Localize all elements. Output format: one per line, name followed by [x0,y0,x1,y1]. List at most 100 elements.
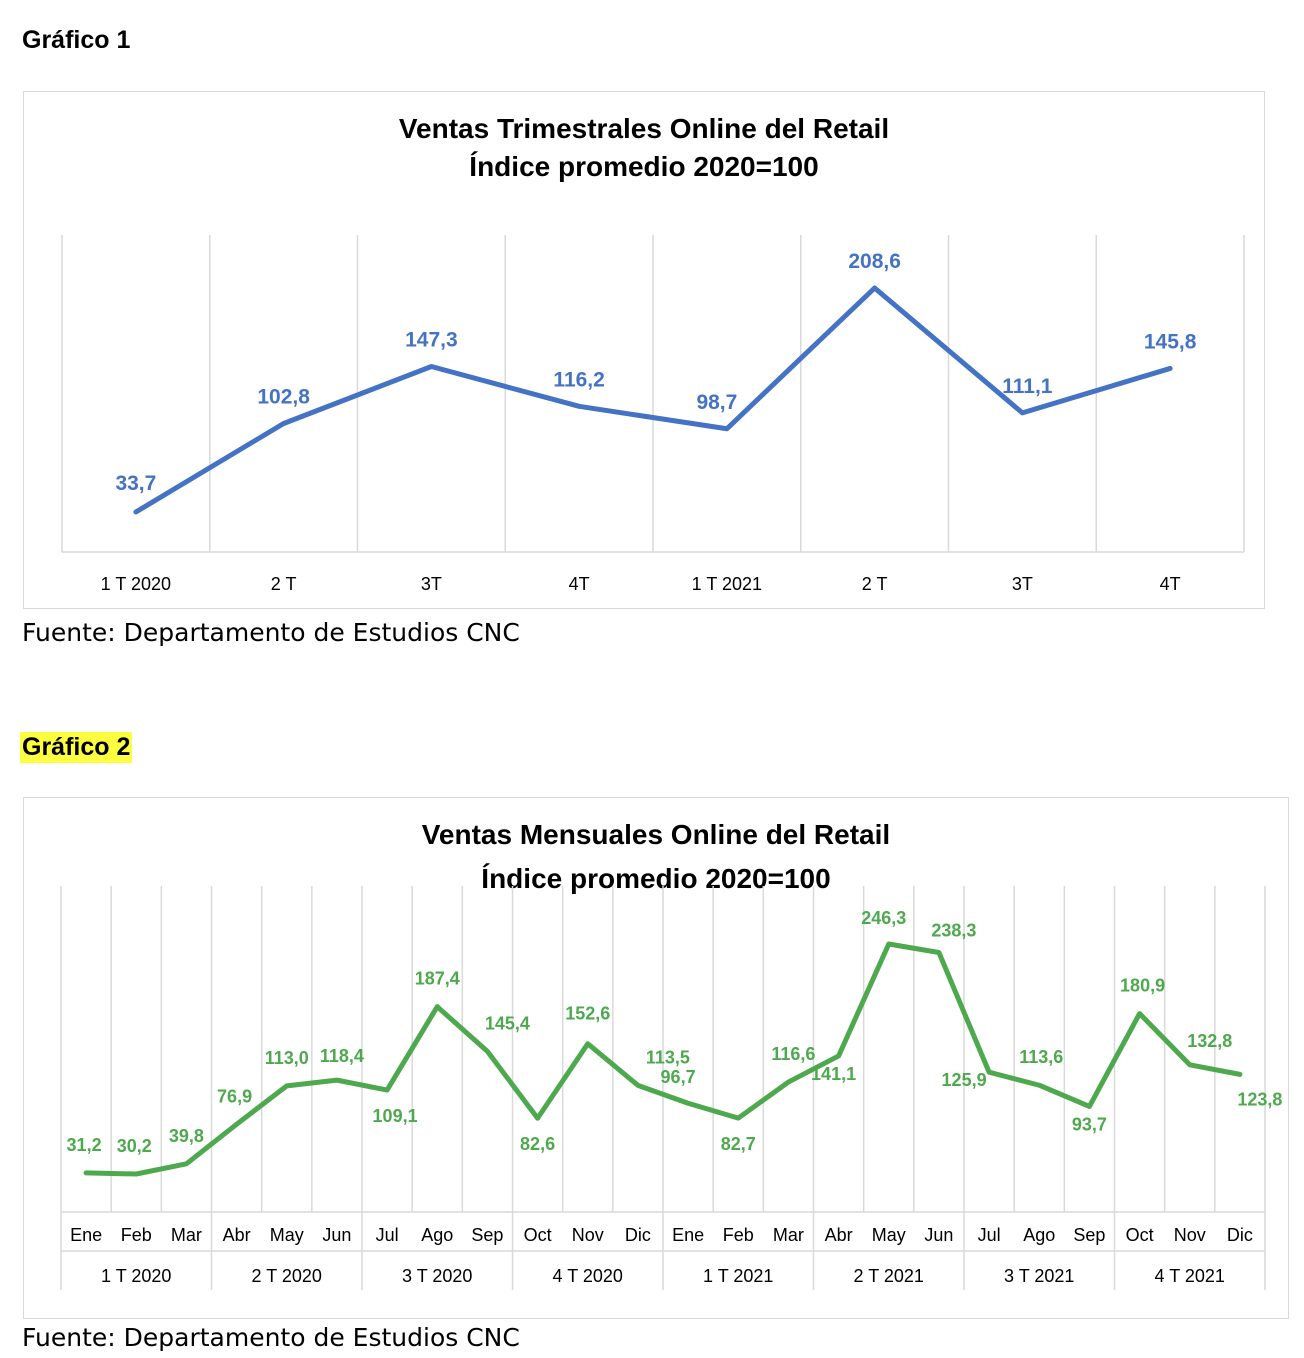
data-point [84,1170,89,1175]
data-point [836,1053,841,1058]
x-tick-label: 3T [421,574,442,594]
data-label: 147,3 [405,329,458,352]
x-group-label: 2 T 2020 [252,1266,322,1286]
data-point [786,1080,791,1085]
chart1-title-line-2: Índice promedio 2020=100 [469,151,818,182]
data-point [872,286,877,290]
x-tick-label: Ago [1023,1225,1055,1245]
data-point [987,1070,992,1075]
x-tick-label: May [270,1225,304,1245]
data-point [886,942,891,946]
x-tick-label: Sep [1073,1225,1105,1245]
data-point [334,1078,339,1083]
x-tick-label: 2 T [271,574,297,594]
data-label: 141,1 [811,1064,856,1084]
x-group-label: 1 T 2021 [703,1266,773,1286]
x-tick-label: Nov [1174,1225,1206,1245]
data-label: 109,1 [373,1106,418,1126]
data-point [485,1049,490,1054]
x-tick-label: Feb [121,1225,152,1245]
quarterly-line-chart: Ventas Trimestrales Online del Retail Índ… [61,113,1245,594]
data-point [133,510,138,514]
data-label: 145,4 [485,1013,530,1033]
data-label: 152,6 [565,1004,610,1024]
data-label: 93,7 [1072,1114,1107,1134]
data-point [585,1041,590,1046]
chart1-heading: Gráfico 1 [22,26,131,54]
series-line [133,285,1173,515]
data-label: 98,7 [696,391,737,414]
x-tick-label: Jul [376,1225,399,1245]
x-tick-label: Abr [825,1225,853,1245]
x-tick-label: 4T [569,574,590,594]
data-point [134,1172,139,1176]
x-tick-label: Sep [471,1225,503,1245]
data-point [635,1083,640,1088]
x-tick-label: 2 T [862,574,888,594]
data-point [535,1116,540,1121]
x-tick-label: May [872,1225,906,1245]
x-tick-label: Dic [1227,1225,1253,1245]
data-point [1237,1072,1242,1077]
x-group-label: 3 T 2020 [402,1266,472,1286]
x-tick-label: Dic [625,1225,651,1245]
data-point [385,1088,390,1093]
x-tick-label: Mar [171,1225,202,1245]
data-label: 111,1 [1002,375,1053,398]
series-line [83,941,1243,1177]
data-label: 76,9 [217,1086,252,1106]
data-point [1037,1083,1042,1088]
data-label: 118,4 [320,1046,364,1066]
data-label: 246,3 [861,908,906,928]
x-tick-label: Jun [924,1225,953,1245]
data-point [1020,410,1025,415]
data-point [281,421,286,426]
data-label: 116,6 [771,1044,815,1064]
data-point [936,950,941,955]
chart2-heading: Gráfico 2 [20,732,133,763]
x-tick-label: 1 T 2020 [101,574,171,594]
data-label: 132,8 [1187,1031,1232,1051]
data-label: 96,7 [661,1067,696,1087]
data-point [1168,366,1173,371]
data-point [1087,1104,1092,1109]
monthly-line-chart: Ventas Mensuales Online del Retail Índice… [60,819,1282,1290]
x-tick-label: Nov [572,1225,604,1245]
x-tick-label: Mar [773,1225,804,1245]
data-label: 116,2 [553,368,604,391]
data-point [686,1101,691,1106]
data-label: 123,8 [1237,1089,1282,1109]
chart2-title-line-2: Índice promedio 2020=100 [481,863,830,894]
data-label: 125,9 [942,1070,987,1090]
x-group-label: 4 T 2021 [1155,1266,1225,1286]
data-point [1187,1062,1192,1067]
x-tick-label: 3T [1012,574,1033,594]
chart2-title-line-1: Ventas Mensuales Online del Retail [422,819,890,850]
data-point [184,1161,189,1166]
data-label: 113,5 [646,1047,690,1067]
data-label: 31,2 [67,1135,102,1155]
x-tick-label: 4T [1160,574,1181,594]
x-group-label: 3 T 2021 [1004,1266,1074,1286]
data-point [435,1004,440,1009]
data-point [429,364,434,369]
chart2-container: Ventas Mensuales Online del Retail Índice… [23,797,1289,1319]
x-group-label: 4 T 2020 [553,1266,623,1286]
chart1-title-line-1: Ventas Trimestrales Online del Retail [399,113,889,144]
data-label: 208,6 [848,250,901,273]
x-tick-label: Ene [672,1225,704,1245]
data-label: 39,8 [169,1126,204,1146]
data-label: 238,3 [931,921,976,941]
x-tick-label: Feb [723,1225,754,1245]
x-tick-label: Oct [1126,1225,1154,1245]
x-tick-label: Oct [524,1225,552,1245]
data-label: 145,8 [1144,330,1197,353]
data-point [724,426,729,431]
data-point [234,1122,239,1127]
x-tick-label: Ene [70,1225,102,1245]
x-tick-label: 1 T 2021 [692,574,762,594]
chart2-source-note: Fuente: Departamento de Estudios CNC [22,1323,520,1352]
data-label: 82,7 [721,1134,756,1154]
data-label: 102,8 [257,386,310,409]
x-tick-label: Jul [978,1225,1001,1245]
